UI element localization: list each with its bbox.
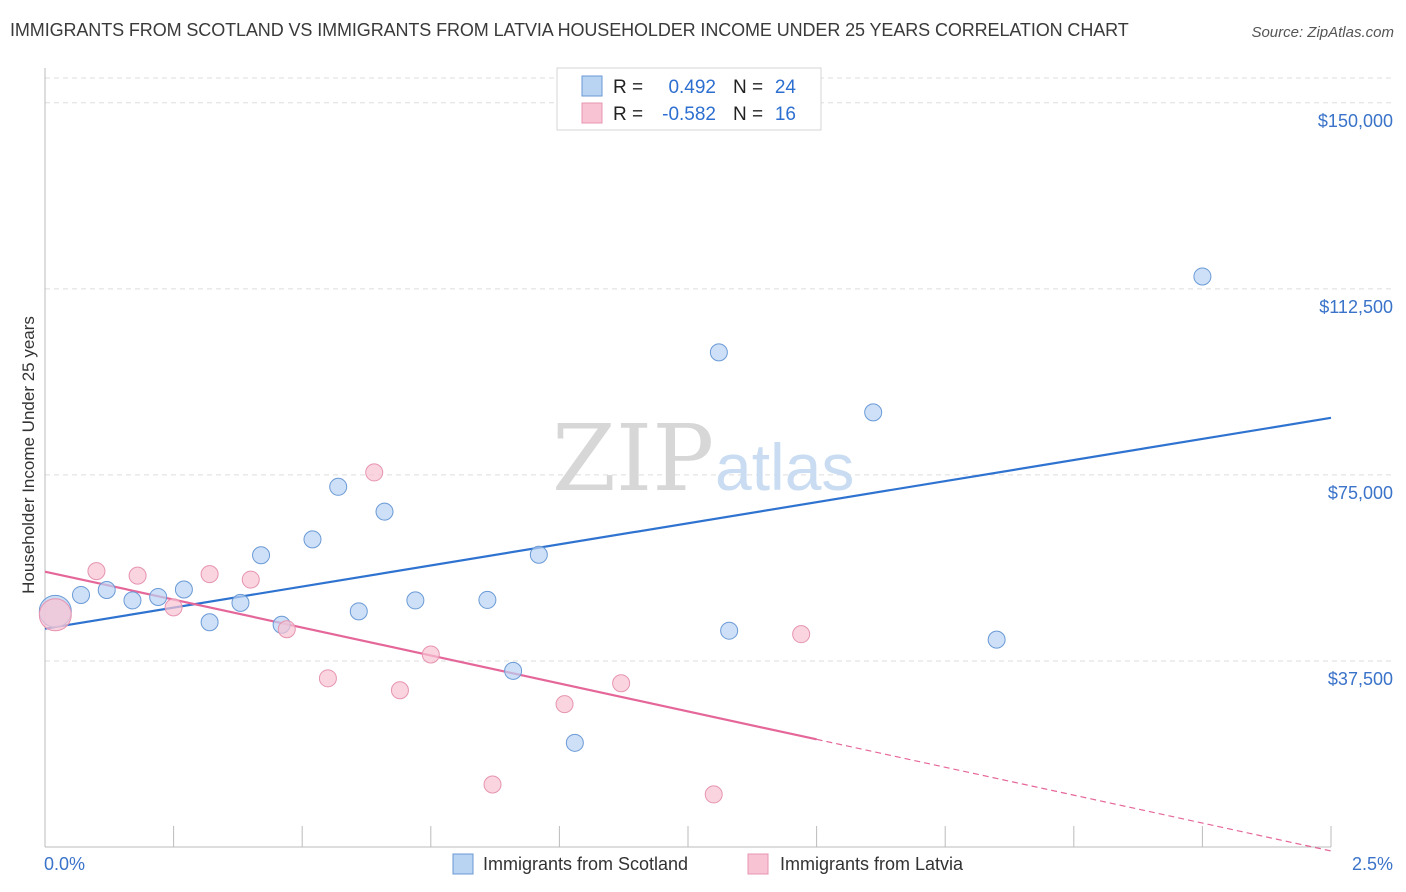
y-tick-labels: $37,500 $75,000 $112,500 $150,000 bbox=[1318, 111, 1393, 689]
axes bbox=[44, 68, 1332, 848]
trend-line-scotland bbox=[44, 416, 1332, 630]
bottom-legend: Immigrants from Scotland Immigrants from… bbox=[452, 853, 964, 875]
point-latvia bbox=[421, 645, 440, 664]
watermark-atlas: atlas bbox=[715, 430, 854, 504]
point-scotland bbox=[1193, 267, 1212, 286]
point-scotland bbox=[123, 591, 142, 610]
y-axis-label: Householder Income Under 25 years bbox=[19, 316, 38, 594]
point-scotland bbox=[375, 502, 394, 521]
point-scotland bbox=[252, 546, 271, 565]
point-scotland bbox=[303, 530, 322, 549]
legend-r-value: 0.492 bbox=[668, 77, 716, 98]
point-scotland bbox=[987, 630, 1006, 649]
point-latvia bbox=[241, 570, 260, 589]
point-scotland bbox=[349, 602, 368, 621]
point-latvia bbox=[128, 566, 147, 585]
point-latvia bbox=[277, 620, 296, 639]
point-scotland bbox=[529, 545, 548, 564]
legend-r-label: R = bbox=[613, 77, 643, 98]
point-latvia bbox=[792, 625, 811, 644]
trend-line-latvia-extension bbox=[816, 738, 1332, 852]
point-latvia bbox=[87, 562, 106, 581]
x-tick-label: 0.0% bbox=[44, 854, 85, 874]
point-scotland bbox=[231, 593, 250, 612]
y-tick-label: $75,000 bbox=[1328, 483, 1393, 503]
point-latvia bbox=[483, 775, 502, 794]
point-latvia bbox=[704, 785, 723, 804]
point-scotland bbox=[200, 613, 219, 632]
legend-r-label: R = bbox=[613, 104, 643, 125]
y-tick-label: $112,500 bbox=[1319, 297, 1393, 317]
point-latvia bbox=[164, 598, 183, 617]
point-scotland bbox=[72, 585, 91, 604]
data-points bbox=[38, 267, 1212, 804]
x-tick-labels: 0.0% 2.5% bbox=[44, 854, 1393, 874]
point-scotland bbox=[565, 733, 584, 752]
bottom-legend-label-latvia: Immigrants from Latvia bbox=[780, 854, 964, 874]
point-latvia bbox=[318, 669, 337, 688]
x-tick-label: 2.5% bbox=[1352, 854, 1393, 874]
bottom-legend-swatch-latvia bbox=[747, 853, 769, 875]
legend-n-label: N = bbox=[733, 104, 763, 125]
point-latvia bbox=[38, 598, 72, 632]
point-scotland bbox=[864, 403, 883, 422]
point-latvia bbox=[555, 695, 574, 714]
point-latvia bbox=[390, 681, 409, 700]
point-scotland bbox=[709, 343, 728, 362]
bottom-legend-swatch-scotland bbox=[452, 853, 474, 875]
point-scotland bbox=[478, 590, 497, 609]
legend-swatch-latvia bbox=[581, 102, 603, 124]
legend: R = 0.492 N = 24 R = -0.582 N = 16 bbox=[556, 67, 822, 131]
y-tick-label: $37,500 bbox=[1328, 669, 1393, 689]
legend-n-value: 24 bbox=[775, 77, 797, 98]
point-latvia bbox=[612, 674, 631, 693]
legend-r-value: -0.582 bbox=[662, 104, 716, 125]
y-tick-label: $150,000 bbox=[1318, 111, 1393, 131]
watermark-zip: ZIP bbox=[552, 405, 714, 512]
point-scotland bbox=[329, 477, 348, 496]
source-label: Source: ZipAtlas.com bbox=[1251, 24, 1394, 41]
legend-n-label: N = bbox=[733, 77, 763, 98]
legend-swatch-scotland bbox=[581, 75, 603, 97]
bottom-legend-label-scotland: Immigrants from Scotland bbox=[483, 854, 688, 874]
point-latvia bbox=[365, 463, 384, 482]
watermark: ZIP atlas bbox=[552, 405, 854, 512]
point-scotland bbox=[720, 621, 739, 640]
chart-title: IMMIGRANTS FROM SCOTLAND VS IMMIGRANTS F… bbox=[10, 20, 1129, 40]
point-scotland bbox=[406, 591, 425, 610]
point-scotland bbox=[504, 661, 523, 680]
point-latvia bbox=[200, 565, 219, 584]
point-scotland bbox=[174, 580, 193, 599]
point-scotland bbox=[149, 587, 168, 606]
point-scotland bbox=[97, 581, 116, 600]
legend-n-value: 16 bbox=[775, 104, 796, 125]
